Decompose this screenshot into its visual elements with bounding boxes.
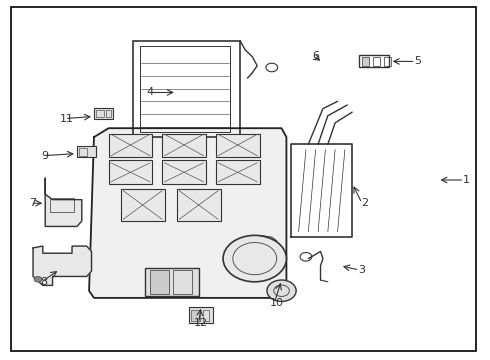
Circle shape <box>34 276 42 282</box>
Text: 2: 2 <box>361 198 368 208</box>
Bar <box>373 57 380 66</box>
Bar <box>384 57 391 66</box>
Bar <box>121 189 165 221</box>
Text: 7: 7 <box>29 198 37 208</box>
Polygon shape <box>45 178 82 226</box>
Bar <box>79 148 87 156</box>
Bar <box>162 134 206 157</box>
Text: 9: 9 <box>42 151 49 161</box>
Bar <box>360 55 389 67</box>
Text: 1: 1 <box>463 175 470 185</box>
Bar <box>162 160 206 184</box>
Text: 8: 8 <box>41 277 48 287</box>
Bar <box>109 160 152 184</box>
Bar <box>173 270 193 294</box>
Bar <box>202 310 209 321</box>
Circle shape <box>223 235 287 282</box>
Bar <box>140 46 230 132</box>
Bar <box>109 134 152 157</box>
Bar <box>216 134 260 157</box>
Bar <box>150 270 170 294</box>
Text: 6: 6 <box>312 51 319 61</box>
Bar <box>177 189 220 221</box>
Polygon shape <box>33 246 92 285</box>
Bar <box>189 307 213 323</box>
Text: 3: 3 <box>358 265 366 275</box>
Bar <box>362 57 369 66</box>
Bar <box>97 110 104 117</box>
Polygon shape <box>89 128 287 298</box>
Text: 11: 11 <box>60 113 74 123</box>
Bar <box>77 146 97 157</box>
Text: 4: 4 <box>147 87 153 98</box>
Bar <box>192 310 200 321</box>
Text: 12: 12 <box>194 318 208 328</box>
Bar <box>133 41 240 137</box>
Text: 5: 5 <box>415 57 421 66</box>
Bar <box>216 160 260 184</box>
Bar <box>145 267 199 296</box>
Bar <box>50 198 74 212</box>
Bar <box>94 108 114 118</box>
Text: 10: 10 <box>270 298 284 308</box>
Circle shape <box>267 280 296 301</box>
Bar <box>106 110 111 117</box>
